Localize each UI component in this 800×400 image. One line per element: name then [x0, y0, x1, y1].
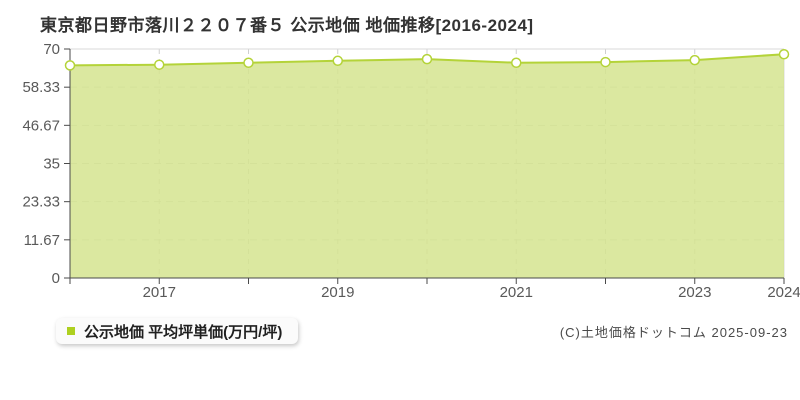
x-tick-label: 2021: [500, 284, 533, 301]
area-fill: [70, 54, 784, 279]
legend-series-label: 公示地価 平均坪単価(万円/坪): [84, 323, 283, 341]
y-tick-label: 11.67: [24, 232, 60, 249]
copyright-text: (C)土地価格ドットコム 2025-09-23: [559, 325, 788, 340]
data-point-marker[interactable]: [778, 48, 790, 60]
y-tick-label: 58.33: [22, 79, 60, 96]
y-tick-label: 46.67: [22, 117, 60, 134]
y-tick-label: 70: [43, 41, 60, 58]
data-point-marker[interactable]: [511, 57, 522, 68]
x-tick-label: 2024: [767, 284, 800, 301]
y-tick-label: 0: [52, 270, 60, 287]
page-title: 東京都日野市落川２２０７番５ 公示地価 地価推移[2016-2024]: [40, 16, 534, 35]
data-point-marker[interactable]: [421, 53, 433, 65]
x-tick-label: 2017: [143, 284, 176, 301]
x-tick-label: 2019: [321, 284, 354, 301]
y-tick-label: 23.33: [22, 194, 60, 211]
data-point-marker[interactable]: [64, 60, 76, 71]
y-tick-label: 35: [43, 156, 60, 173]
data-point-marker[interactable]: [332, 55, 343, 67]
data-point-marker[interactable]: [154, 59, 165, 70]
x-tick-label: 2023: [678, 284, 711, 301]
data-point-marker[interactable]: [689, 54, 700, 66]
data-point-marker[interactable]: [243, 57, 254, 68]
price-chart-svg: 0 11.67 23.33 35 46.67 58.33 70 2017 2019 2021 202…: [22, 41, 800, 301]
legend: 公示地価 平均坪単価(万円/坪): [56, 318, 299, 344]
legend-series-marker-icon: [67, 327, 75, 335]
data-point-marker[interactable]: [600, 56, 611, 68]
